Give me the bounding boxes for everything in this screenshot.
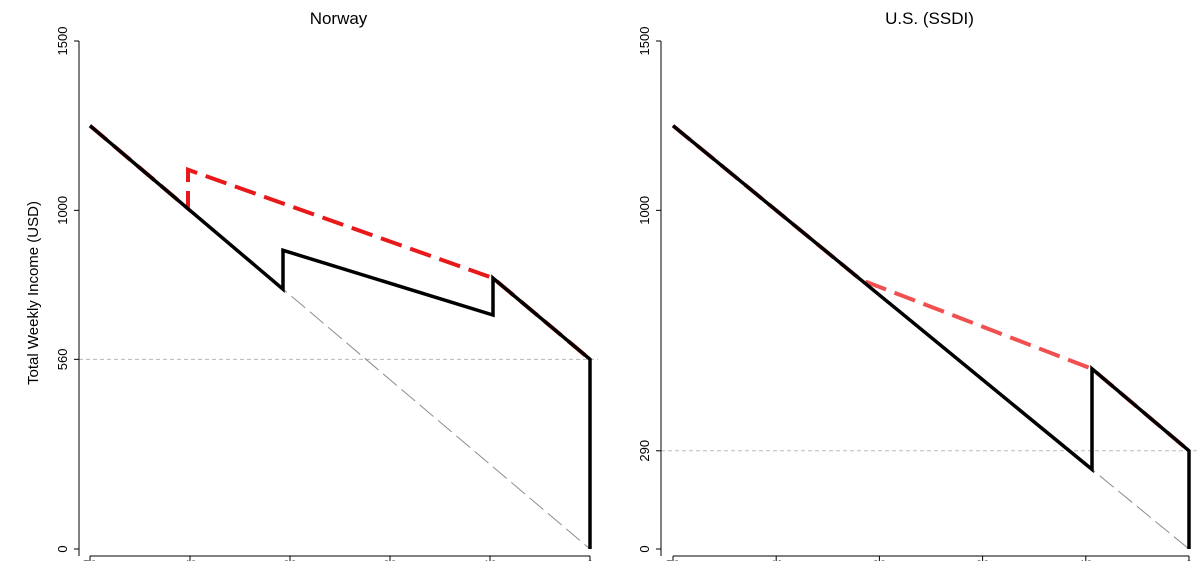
x-tick-label: 40 [183,558,197,561]
panel-norway: Norway Total Weekly Income (USD) 0 560 1000 1… [25,9,598,561]
y-tick-label: 1000 [55,196,70,225]
x-tick-label: 30 [872,558,886,561]
x-tick-label: 0 [1185,558,1192,561]
x-tick-label: 10 [483,558,497,561]
x-tick-label: 20 [383,558,397,561]
x-tick-label: 50 [83,558,97,561]
y-tick-label: 1500 [637,27,652,56]
y-tick-label: 290 [637,440,652,462]
series-line-black-solid-thick [88,124,592,549]
panel-title: Norway [310,9,368,28]
y-tick-label: 560 [55,348,70,370]
y-axis-label: Total Weekly Income (USD) [25,201,42,385]
y-tick-label: 1000 [637,196,652,225]
series-line-red-dashed-thick [88,124,592,361]
panel-title: U.S. (SSDI) [885,9,974,28]
panel-us-ssdi: U.S. (SSDI) 0 290 1000 1500 50 40 30 20 10 0 [637,9,1198,561]
x-tick-label: 20 [975,558,989,561]
series-line-red-dashed-thick [671,124,1191,453]
series-line-black-solid-thick [671,124,1191,549]
y-tick-label: 0 [55,545,70,552]
x-tick-label: 10 [1079,558,1093,561]
x-tick-label: 0 [586,558,593,561]
x-tick-label: 40 [769,558,783,561]
x-tick-label: 50 [666,558,680,561]
y-tick-label: 1500 [55,27,70,56]
y-tick-label: 0 [637,545,652,552]
x-tick-label: 30 [283,558,297,561]
